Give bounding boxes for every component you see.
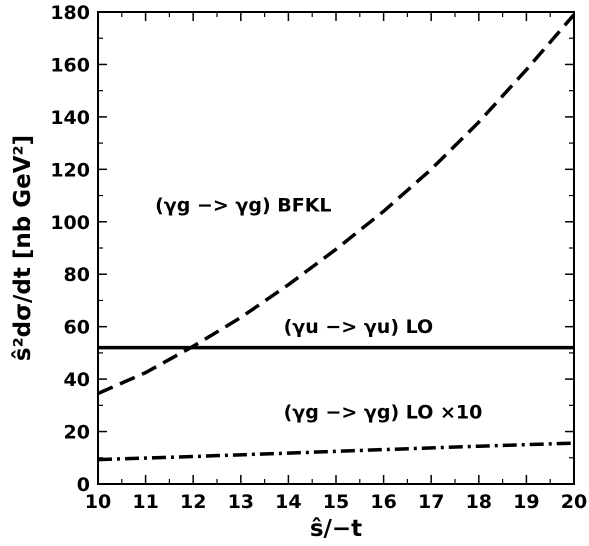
series-dashed-line xyxy=(97,13,576,396)
y-tick-label: 160 xyxy=(50,54,90,76)
x-tick-label: 10 xyxy=(85,491,111,513)
series-annotation: (γg −> γg) BFKL xyxy=(155,194,331,216)
y-tick-label: 20 xyxy=(64,422,90,444)
x-tick-label: 20 xyxy=(561,491,587,513)
y-tick-label: 60 xyxy=(64,317,90,339)
y-tick-label: 0 xyxy=(77,474,90,496)
x-tick-label: 17 xyxy=(418,491,444,513)
y-tick-label: 180 xyxy=(50,2,90,24)
axis-ticks xyxy=(97,11,575,485)
y-tick-label: 80 xyxy=(64,264,90,286)
y-tick-label: 100 xyxy=(50,212,90,234)
x-tick-label: 19 xyxy=(513,491,539,513)
x-tick-label: 11 xyxy=(132,491,158,513)
y-axis-label: ŝ²dσ/dt [nb GeV²] xyxy=(10,135,36,361)
x-axis-label: ŝ/−t xyxy=(310,516,362,542)
x-tick-label: 14 xyxy=(275,491,301,513)
series-annotation: (γu −> γu) LO xyxy=(284,316,434,338)
x-tick-label: 12 xyxy=(180,491,206,513)
y-tick-label: 40 xyxy=(64,369,90,391)
x-tick-label: 13 xyxy=(228,491,254,513)
x-tick-label: 16 xyxy=(370,491,396,513)
x-tick-label: 15 xyxy=(323,491,349,513)
series-dashdot-line xyxy=(97,441,575,462)
annotations: (γg −> γg) BFKL (γu −> γu) LO (γg −> γg) L… xyxy=(155,194,482,423)
x-tick-label: 18 xyxy=(466,491,492,513)
series-lines xyxy=(97,13,576,462)
y-tick-label: 140 xyxy=(50,107,90,129)
tick-labels: 10 11 12 13 14 15 16 17 18 19 20 0 20 40 60 80 100 120 140… xyxy=(50,2,587,513)
y-tick-label: 120 xyxy=(50,159,90,181)
series-annotation: (γg −> γg) LO ×10 xyxy=(284,401,483,423)
